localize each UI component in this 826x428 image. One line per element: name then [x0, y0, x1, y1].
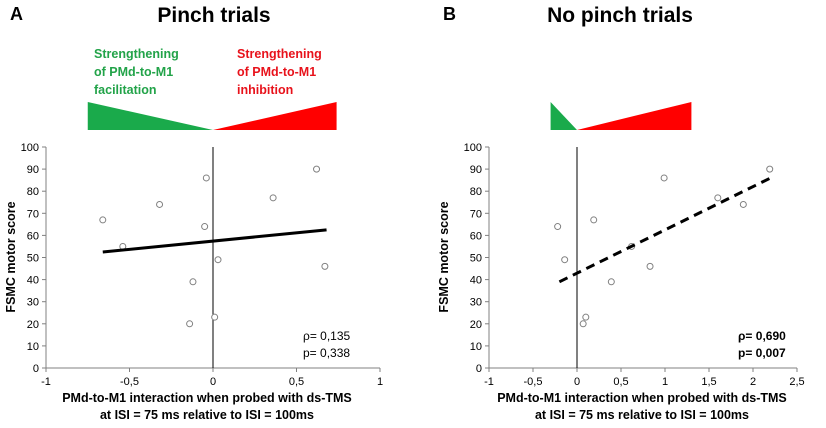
- panel-letter: B: [443, 4, 456, 24]
- legend-line: of PMd-to-M1: [94, 65, 173, 79]
- y-tick-label: 0: [33, 363, 39, 375]
- y-tick-label: 0: [476, 363, 482, 375]
- y-axis-label: FSMC motor score: [437, 201, 451, 312]
- data-point: [269, 194, 277, 202]
- y-tick-label: 30: [27, 297, 39, 309]
- data-point: [554, 223, 562, 231]
- x-tick-label: 1,5: [701, 376, 716, 388]
- y-tick-label: 40: [27, 275, 39, 287]
- y-tick-label: 60: [470, 230, 482, 242]
- y-tick-label: 100: [21, 142, 39, 154]
- data-point: [579, 320, 587, 328]
- legend-line: inhibition: [237, 83, 293, 97]
- data-point: [211, 313, 219, 321]
- fit-line: [558, 176, 772, 284]
- data-point: [186, 320, 194, 328]
- data-point: [214, 256, 222, 264]
- green-wedge: [87, 102, 213, 130]
- x-axis-label: PMd-to-M1 interaction when probed with d…: [497, 391, 787, 405]
- y-tick-label: 50: [470, 253, 482, 265]
- x-axis-label: PMd-to-M1 interaction when probed with d…: [62, 391, 352, 405]
- y-tick-label: 30: [470, 297, 482, 309]
- gradient-wedges: [550, 102, 692, 130]
- regression-line: [558, 176, 772, 284]
- panel-a: A Pinch trials Strengthening of PMd-to-M…: [4, 4, 383, 422]
- axes: 0 10 20 30 40 50 60 70 80 90 100 -1 -0,5 0 0,5 1 1,5 2 2,5: [464, 142, 805, 388]
- x-tick-label: 0,5: [613, 376, 628, 388]
- data-points: [99, 165, 329, 328]
- y-tick-label: 90: [470, 164, 482, 176]
- x-tick-label: 0: [574, 376, 580, 388]
- y-tick-label: 20: [27, 319, 39, 331]
- x-tick-label: -1: [484, 376, 494, 388]
- x-tick-label: 2,5: [789, 376, 804, 388]
- x-tick-label: 1: [662, 376, 668, 388]
- x-tick-label: -1: [41, 376, 51, 388]
- chart-title: Pinch trials: [157, 4, 270, 27]
- y-tick-label: 90: [27, 164, 39, 176]
- data-point: [313, 165, 321, 173]
- rho-stat: ρ= 0,690: [738, 329, 786, 343]
- legend-line: Strengthening: [94, 47, 179, 61]
- x-tick-label: 1: [377, 376, 383, 388]
- y-tick-label: 10: [470, 341, 482, 353]
- legend-facilitation: Strengthening of PMd-to-M1 facilitation: [94, 47, 179, 97]
- panel-b: B No pinch trials 0102030405060708090100…: [437, 4, 805, 422]
- fit-line: [102, 228, 327, 254]
- data-point: [561, 256, 569, 264]
- data-point: [202, 174, 210, 182]
- y-tick-label: 70: [470, 208, 482, 220]
- data-point: [321, 262, 329, 270]
- legend-inhibition: Strengthening of PMd-to-M1 inhibition: [237, 47, 322, 97]
- y-tick-label: 80: [470, 186, 482, 198]
- red-wedge: [213, 102, 337, 130]
- data-point: [607, 278, 615, 286]
- data-point: [766, 165, 774, 173]
- data-points: [554, 165, 774, 328]
- data-point: [739, 200, 747, 208]
- data-point: [714, 194, 722, 202]
- regression-line: [102, 228, 327, 254]
- x-tick-label: 0,5: [289, 376, 304, 388]
- data-point: [582, 313, 590, 321]
- y-tick-label: 80: [27, 186, 39, 198]
- x-axis-label: at ISI = 75 ms relative to ISI = 100ms: [100, 408, 314, 422]
- y-tick-label: 70: [27, 208, 39, 220]
- p-stat: p= 0,338: [303, 346, 350, 360]
- y-tick-label: 10: [27, 341, 39, 353]
- legend-line: facilitation: [94, 83, 157, 97]
- y-axis-label: FSMC motor score: [4, 201, 18, 312]
- y-tick-label: 100: [464, 142, 482, 154]
- y-tick-label: 20: [470, 319, 482, 331]
- rho-stat: ρ= 0,135: [303, 329, 351, 343]
- chart-title: No pinch trials: [547, 4, 693, 27]
- panel-letter: A: [10, 4, 23, 24]
- y-tick-label: 50: [27, 253, 39, 265]
- x-tick-label: 0: [210, 376, 216, 388]
- data-point: [660, 174, 668, 182]
- p-stat: p= 0,007: [738, 346, 786, 360]
- y-tick-label: 40: [470, 275, 482, 287]
- data-point: [646, 262, 654, 270]
- red-wedge: [577, 102, 692, 130]
- green-wedge: [550, 102, 577, 130]
- data-point: [99, 216, 107, 224]
- x-axis-label: at ISI = 75 ms relative to ISI = 100ms: [535, 408, 749, 422]
- data-point: [201, 223, 209, 231]
- x-tick-label: 2: [750, 376, 756, 388]
- x-tick-label: -0,5: [120, 376, 139, 388]
- y-tick-label: 60: [27, 230, 39, 242]
- data-point: [189, 278, 197, 286]
- data-point: [590, 216, 598, 224]
- legend-line: Strengthening: [237, 47, 322, 61]
- x-tick-label: -0,5: [524, 376, 543, 388]
- legend-line: of PMd-to-M1: [237, 65, 316, 79]
- data-point: [156, 200, 164, 208]
- axes: 0 10 20 30 40 50 60 70 80 90 100 -1 -0,5 0 0,5 1: [21, 142, 383, 388]
- gradient-wedges: [87, 102, 337, 130]
